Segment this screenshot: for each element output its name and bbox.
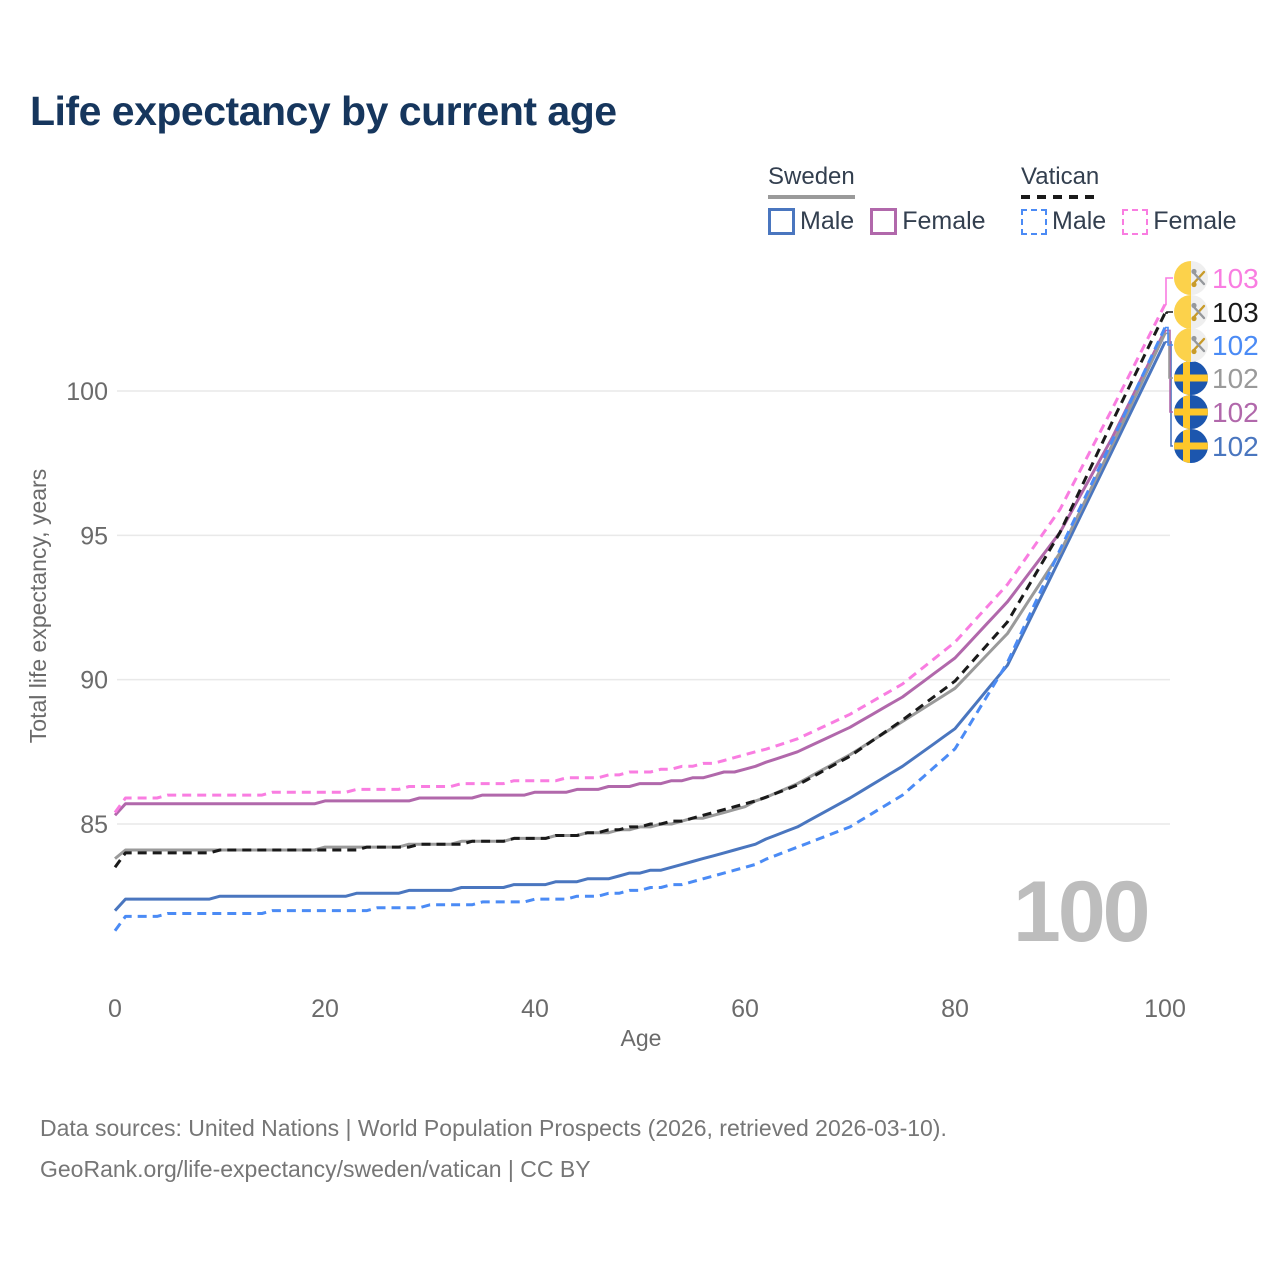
x-tick-label: 0 bbox=[108, 995, 122, 1023]
x-tick-label: 20 bbox=[311, 995, 339, 1023]
flag-icon-vatican bbox=[1174, 295, 1208, 329]
page-title: Life expectancy by current age bbox=[30, 88, 617, 134]
footer-attribution: GeoRank.org/life-expectancy/sweden/vatic… bbox=[40, 1156, 591, 1183]
series-line-vatican-female bbox=[113, 303, 1167, 814]
y-tick-label: 100 bbox=[66, 378, 108, 406]
leader-line-sweden-total bbox=[1165, 332, 1173, 379]
flag-icon-sweden bbox=[1174, 429, 1208, 463]
legend-swatch-vatican-male bbox=[1021, 208, 1047, 235]
y-tick-label: 95 bbox=[80, 522, 108, 550]
x-tick-label: 80 bbox=[941, 995, 969, 1023]
y-tick-label: 85 bbox=[80, 811, 108, 839]
x-tick-label: 60 bbox=[731, 995, 759, 1023]
y-tick-label: 90 bbox=[80, 667, 108, 695]
series-line-sweden-male bbox=[113, 341, 1167, 912]
legend-label-vatican-female: Female bbox=[1153, 207, 1237, 235]
legend-label-sweden-female: Female bbox=[902, 207, 986, 235]
footer-data-sources: Data sources: United Nations | World Pop… bbox=[40, 1115, 947, 1141]
x-tick-label: 40 bbox=[521, 995, 549, 1023]
legend-group-vatican-label: Vatican bbox=[1021, 163, 1100, 190]
leader-line-vatican-total bbox=[1165, 311, 1173, 314]
end-value-label-sweden-female: 102 bbox=[1212, 397, 1259, 428]
legend-group-sweden: Sweden Male Female bbox=[768, 163, 1002, 236]
end-value-label-vatican-female: 103 bbox=[1212, 263, 1259, 294]
legend-swatch-vatican-female bbox=[1122, 208, 1149, 235]
legend-group-vatican: Vatican Male Female bbox=[1021, 163, 1253, 236]
legend-label-sweden-male: Male bbox=[800, 207, 855, 235]
end-value-label-vatican-male: 102 bbox=[1212, 330, 1259, 361]
flag-icon-vatican bbox=[1174, 328, 1208, 362]
footer: Data sources: United Nations | World Pop… bbox=[40, 1108, 947, 1191]
x-tick-label: 100 bbox=[1144, 995, 1186, 1023]
legend-swatch-sweden-male bbox=[768, 208, 795, 235]
y-axis-title: Total life expectancy, years bbox=[25, 469, 51, 743]
flag-icon-sweden bbox=[1174, 395, 1208, 429]
leader-line-vatican-female bbox=[1165, 277, 1173, 306]
series-line-vatican-total bbox=[113, 312, 1167, 869]
leader-line-sweden-female bbox=[1165, 329, 1173, 413]
end-value-label-sweden-male: 102 bbox=[1212, 431, 1259, 462]
legend-swatch-sweden-female bbox=[870, 208, 898, 235]
leader-line-vatican-male bbox=[1165, 326, 1173, 346]
watermark-age-label: 100 bbox=[1013, 864, 1150, 960]
flag-icon-sweden bbox=[1174, 361, 1208, 395]
legend-vatican-line-sample bbox=[1021, 195, 1100, 199]
series-line-sweden-female bbox=[113, 329, 1167, 817]
series-line-vatican-male bbox=[113, 326, 1167, 932]
leader-line-sweden-male bbox=[1165, 341, 1173, 447]
legend-sweden-line-sample bbox=[768, 195, 855, 199]
end-value-label-vatican-total: 103 bbox=[1212, 297, 1259, 328]
end-value-label-sweden-total: 102 bbox=[1212, 363, 1259, 394]
x-axis-title: Age bbox=[621, 1025, 662, 1051]
flag-icon-vatican bbox=[1174, 261, 1208, 295]
series-line-sweden-total bbox=[114, 332, 1167, 860]
legend-group-sweden-label: Sweden bbox=[768, 163, 855, 190]
legend-label-vatican-male: Male bbox=[1052, 207, 1107, 235]
